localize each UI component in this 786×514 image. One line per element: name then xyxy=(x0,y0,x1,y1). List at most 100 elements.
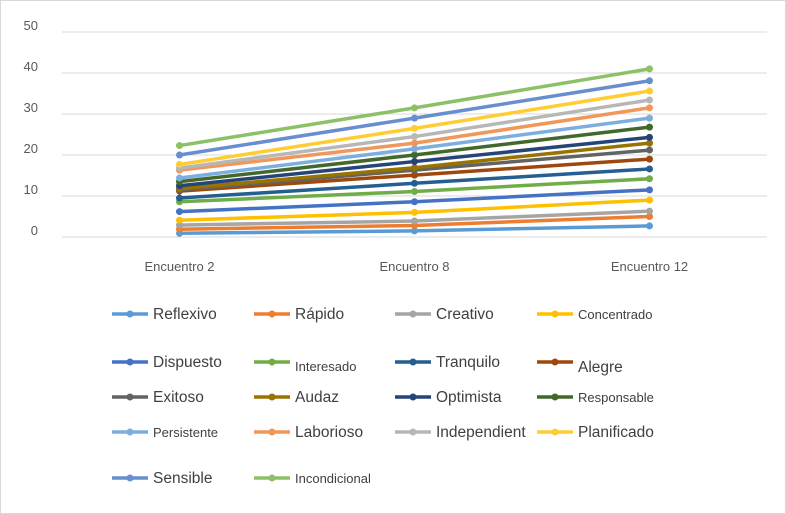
series-tranquilo xyxy=(176,165,653,202)
data-point xyxy=(411,217,418,225)
data-point xyxy=(646,139,653,147)
x-tick-label: Encuentro 8 xyxy=(379,259,449,274)
data-point xyxy=(646,186,653,194)
legend-label: Interesado xyxy=(295,359,356,374)
legend-marker xyxy=(126,428,134,436)
legend-item[interactable]: Dispuesto xyxy=(112,354,222,371)
legend-item[interactable]: Planificado xyxy=(537,424,654,441)
legend-label: Rápido xyxy=(295,306,344,323)
data-point xyxy=(646,155,653,163)
data-point xyxy=(411,227,418,235)
data-point xyxy=(646,123,653,131)
data-point xyxy=(176,221,183,229)
y-tick-label: 40 xyxy=(24,59,38,74)
legend-label: Reflexivo xyxy=(153,306,217,323)
legend-marker xyxy=(126,474,134,482)
legend-item[interactable]: Sensible xyxy=(112,470,212,487)
data-point xyxy=(411,114,418,122)
legend-label: Optimista xyxy=(436,389,502,406)
data-point xyxy=(646,222,653,230)
y-tick-label: 20 xyxy=(24,141,38,156)
legend-item[interactable]: Interesado xyxy=(254,358,356,375)
data-point xyxy=(646,65,653,73)
data-point xyxy=(176,151,183,159)
legend-marker xyxy=(409,393,417,401)
legend-label: Dispuesto xyxy=(153,354,222,371)
legend-label: Laborioso xyxy=(295,424,363,441)
legend-marker xyxy=(126,358,134,366)
y-tick-label: 30 xyxy=(24,100,38,115)
legend-label: Concentrado xyxy=(578,307,652,322)
data-point xyxy=(176,174,183,182)
x-tick-label: Encuentro 12 xyxy=(611,259,688,274)
x-tick-label: Encuentro 2 xyxy=(144,259,214,274)
data-point xyxy=(176,194,183,202)
data-point xyxy=(411,208,418,216)
data-point xyxy=(411,179,418,187)
legend-marker xyxy=(409,310,417,318)
legend-label: Persistente xyxy=(153,425,218,440)
legend-item[interactable]: Concentrado xyxy=(537,307,652,322)
data-point xyxy=(646,87,653,95)
legend-marker xyxy=(551,358,559,366)
data-point xyxy=(646,213,653,220)
data-point xyxy=(646,146,653,154)
legend-marker xyxy=(268,428,276,436)
legend-marker xyxy=(551,393,559,401)
legend-item[interactable]: Optimista xyxy=(395,389,502,406)
legend-item[interactable]: Creativo xyxy=(395,306,494,323)
data-point xyxy=(646,104,653,112)
legend-marker xyxy=(268,474,276,482)
series-dispuesto xyxy=(176,186,653,216)
data-point xyxy=(411,171,418,179)
data-point xyxy=(646,114,653,122)
legend-label: Responsable xyxy=(578,390,654,405)
legend-label: Creativo xyxy=(436,306,494,323)
data-point xyxy=(411,104,418,112)
series-optimista xyxy=(176,133,653,190)
y-tick-label: 0 xyxy=(31,223,38,238)
legend-item[interactable]: Reflexivo xyxy=(112,306,217,323)
data-point xyxy=(646,133,653,141)
legend-item[interactable]: Responsable xyxy=(537,390,654,405)
data-point xyxy=(646,207,653,215)
legend-item[interactable]: Laborioso xyxy=(254,424,363,441)
data-point xyxy=(176,216,183,224)
series-laborioso xyxy=(176,104,653,174)
series-reflexivo xyxy=(176,222,653,237)
legend-item[interactable]: Audaz xyxy=(254,389,339,406)
legend-item[interactable]: Alegre xyxy=(537,358,623,377)
legend-label: Planificado xyxy=(578,424,654,441)
legend-item[interactable]: Incondicional xyxy=(254,471,371,486)
legend-marker xyxy=(409,358,417,366)
legend-marker xyxy=(409,428,417,436)
legend-item[interactable]: Rápido xyxy=(254,306,344,323)
legend-marker xyxy=(268,393,276,401)
data-point xyxy=(176,208,183,216)
legend-marker xyxy=(551,310,559,318)
data-point xyxy=(646,77,653,85)
data-point xyxy=(411,198,418,206)
legend-item[interactable]: Independient xyxy=(395,424,526,441)
legend-label: Audaz xyxy=(295,389,339,406)
legend-label: Tranquilo xyxy=(436,354,500,371)
legend-marker xyxy=(268,358,276,366)
data-point xyxy=(411,158,418,166)
data-point xyxy=(411,133,418,141)
legend-label: Sensible xyxy=(153,470,212,487)
data-point xyxy=(646,96,653,104)
legend-item[interactable]: Tranquilo xyxy=(395,354,500,371)
legend-marker xyxy=(551,428,559,436)
data-point xyxy=(411,151,418,159)
series-persistente xyxy=(176,114,653,182)
series-incondicional xyxy=(176,65,653,150)
legend-item[interactable]: Persistente xyxy=(112,425,218,440)
legend-marker xyxy=(126,310,134,318)
legend-label: Independient xyxy=(436,424,526,441)
legend-item[interactable]: Exitoso xyxy=(112,389,204,406)
legend-marker xyxy=(268,310,276,318)
legend-marker xyxy=(126,393,134,401)
y-tick-label: 50 xyxy=(24,18,38,33)
